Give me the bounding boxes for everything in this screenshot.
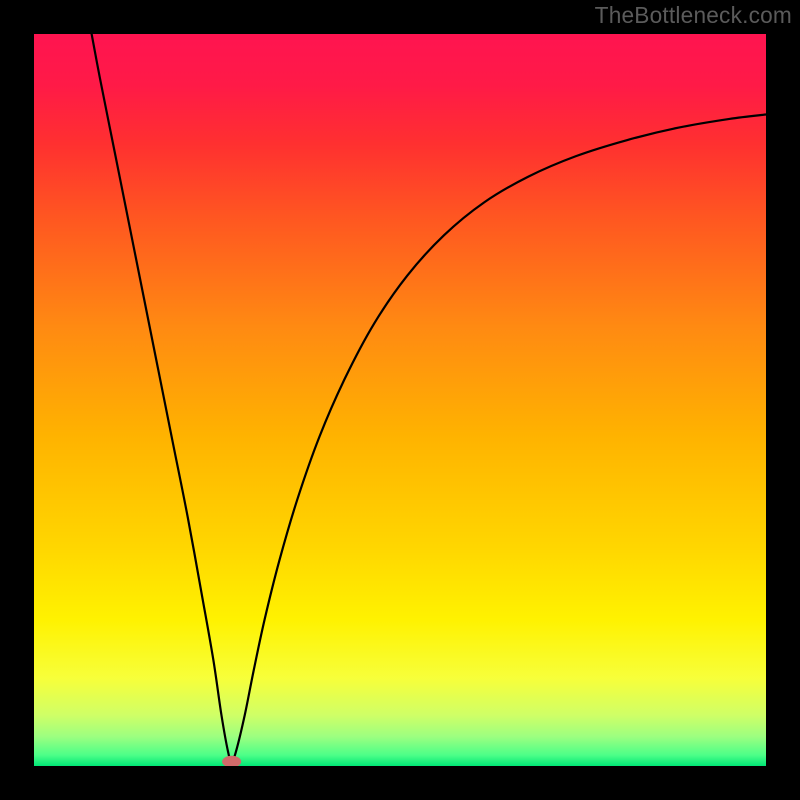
gradient-background bbox=[34, 34, 766, 766]
chart-frame: TheBottleneck.com bbox=[0, 0, 800, 800]
watermark-text: TheBottleneck.com bbox=[595, 2, 792, 29]
chart-svg bbox=[34, 34, 766, 766]
plot-area bbox=[34, 34, 766, 766]
